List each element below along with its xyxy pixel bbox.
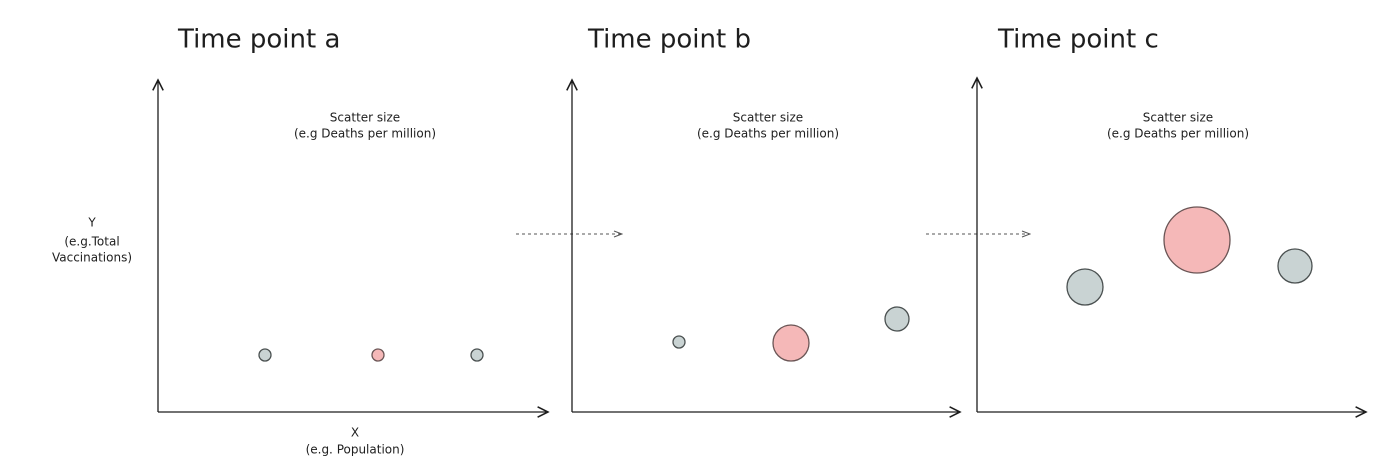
size-label: (e.g Deaths per million) (697, 127, 839, 141)
bubble (1163, 206, 1231, 274)
panel-title: Time point b (587, 25, 751, 55)
bubble (258, 348, 272, 362)
bubble (371, 348, 385, 362)
y-axis-label: Vaccinations) (52, 251, 132, 265)
size-label: (e.g Deaths per million) (294, 127, 436, 141)
bubble (1277, 248, 1313, 284)
size-label: Scatter size (330, 111, 400, 125)
bubble (884, 306, 910, 332)
bubble (1066, 268, 1104, 306)
bubble (772, 324, 810, 362)
y-axis-label: Y (87, 216, 96, 230)
bubble (672, 335, 686, 349)
panel-title: Time point c (997, 25, 1159, 55)
size-label: (e.g Deaths per million) (1107, 127, 1249, 141)
x-axis-label: X (351, 426, 359, 440)
bubble (470, 348, 484, 362)
size-label: Scatter size (733, 111, 803, 125)
x-axis-label: (e.g. Population) (306, 443, 405, 457)
panel-title: Time point a (177, 25, 340, 55)
y-axis-label: (e.g.Total (64, 235, 119, 249)
size-label: Scatter size (1143, 111, 1213, 125)
